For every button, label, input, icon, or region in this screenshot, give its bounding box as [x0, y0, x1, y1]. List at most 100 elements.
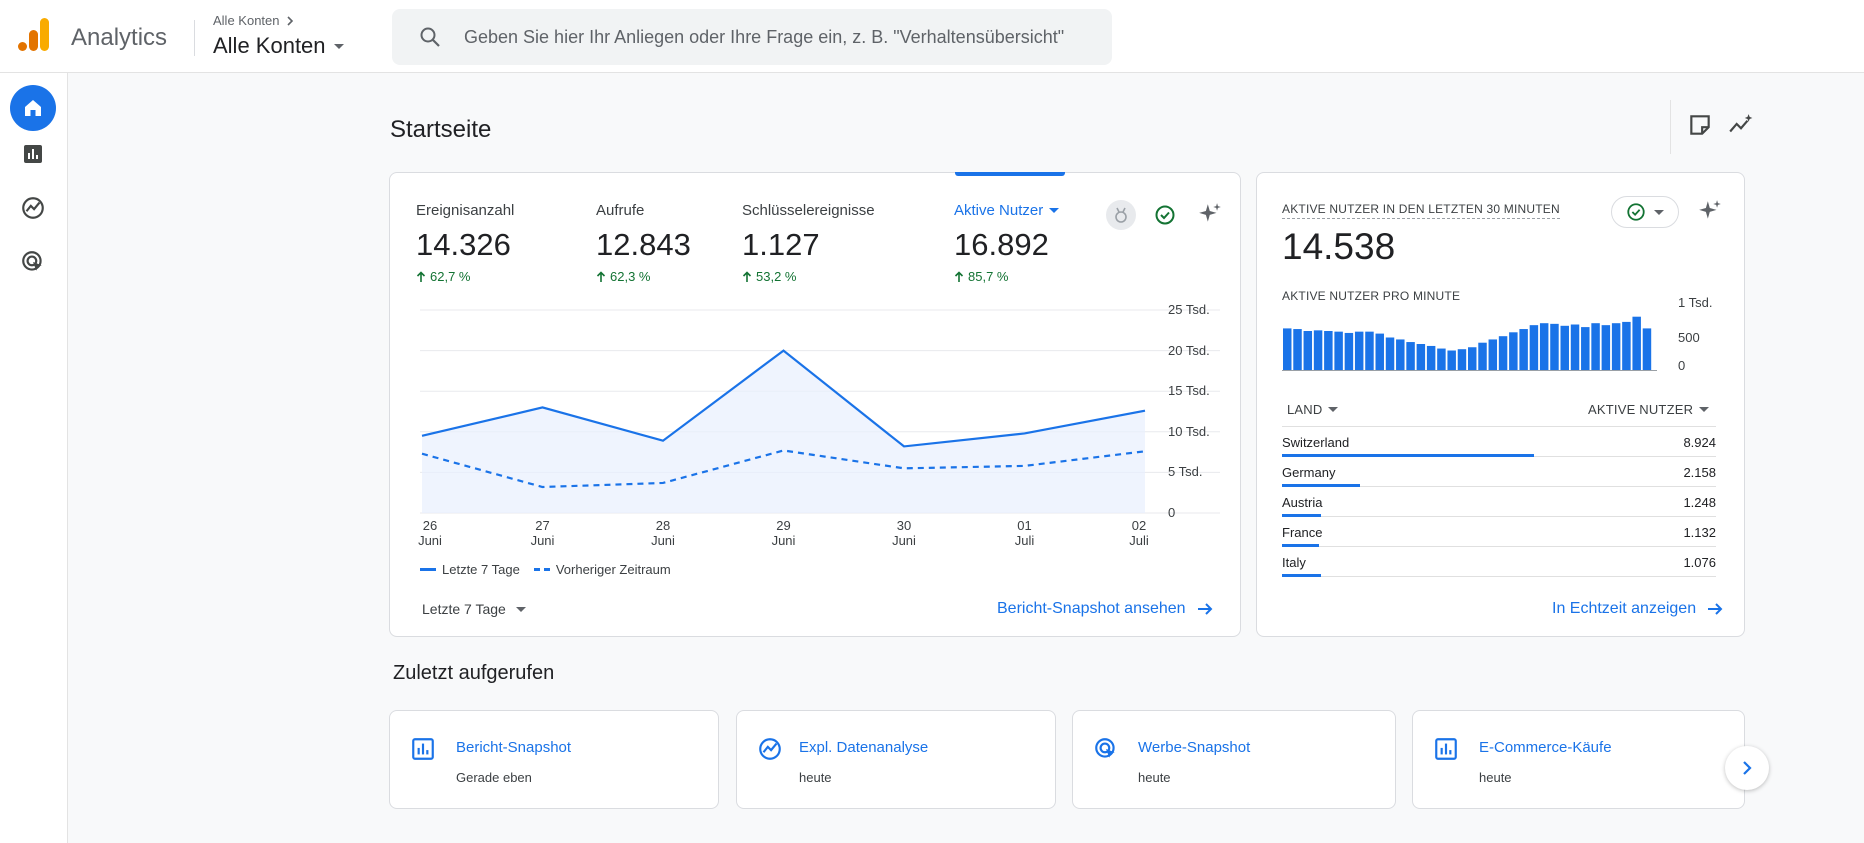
minute-bar — [1406, 342, 1415, 370]
minute-bar — [1375, 333, 1384, 370]
table-row[interactable]: Switzerland 8.924 — [1282, 427, 1716, 457]
recent-card-advertising[interactable]: Werbe-Snapshot heute — [1072, 710, 1396, 809]
metric-delta-value: 85,7 % — [968, 269, 1009, 284]
top-bar: Analytics Alle Konten Alle Konten Geben … — [0, 0, 1864, 73]
date-range-select[interactable]: Letzte 7 Tage — [422, 601, 526, 617]
realtime-quality-dropdown[interactable] — [1611, 196, 1679, 228]
recent-card-ecommerce[interactable]: E-Commerce-Käufe heute — [1412, 710, 1745, 809]
view-report-snapshot-link[interactable]: Bericht-Snapshot ansehen — [997, 600, 1214, 618]
country-value: 1.132 — [1683, 525, 1716, 540]
nav-reports[interactable] — [10, 131, 56, 177]
metric-label-dropdown[interactable]: Aktive Nutzer — [954, 202, 1060, 219]
table-row[interactable]: France 1.132 — [1282, 517, 1716, 547]
recent-card-exploration[interactable]: Expl. Datenanalyse heute — [736, 710, 1056, 809]
dropdown-arrow-icon — [1654, 209, 1664, 215]
search-bar[interactable]: Geben Sie hier Ihr Anliegen oder Ihre Fr… — [392, 9, 1112, 65]
metric-events[interactable]: Ereignisanzahl 14.326 62,7 % — [416, 202, 514, 284]
minute-bar — [1303, 331, 1313, 370]
view-realtime-link[interactable]: In Echtzeit anzeigen — [1552, 600, 1724, 618]
app-name: Analytics — [71, 24, 168, 51]
nav-home[interactable] — [10, 85, 56, 131]
recent-card-report-snapshot[interactable]: Bericht-Snapshot Gerade eben — [389, 710, 719, 809]
arrow-right-icon — [1708, 603, 1723, 615]
dropdown-arrow-icon — [515, 606, 526, 612]
share-bar — [1282, 574, 1322, 577]
minute-bar — [1457, 349, 1467, 370]
data-quality-button[interactable] — [1150, 200, 1180, 230]
realtime-subtitle: AKTIVE NUTZER PRO MINUTE — [1282, 289, 1461, 303]
table-row[interactable]: Germany 2.158 — [1282, 457, 1716, 487]
active-tab-indicator — [955, 172, 1065, 176]
chevron-right-icon — [1743, 761, 1752, 775]
arrow-right-icon — [1197, 603, 1212, 615]
nav-explore[interactable] — [10, 185, 56, 231]
account-name: Alle Konten — [213, 33, 326, 58]
metric-label: Ereignisanzahl — [416, 202, 515, 219]
table-divider — [1282, 426, 1716, 427]
minute-bar — [1632, 316, 1641, 370]
legend-label: Letzte 7 Tage — [442, 562, 520, 577]
column-header-active-users[interactable]: AKTIVE NUTZER — [1588, 402, 1710, 417]
column-label: LAND — [1287, 402, 1323, 417]
chart-legend: Letzte 7 Tage Vorheriger Zeitraum — [420, 562, 671, 577]
header-divider — [194, 20, 195, 56]
explore-icon — [759, 738, 781, 760]
metric-active-users[interactable]: Aktive Nutzer 16.892 85,7 % — [954, 202, 1060, 284]
dropdown-arrow-icon — [333, 43, 344, 49]
insights-icon[interactable] — [1728, 112, 1754, 138]
metric-label: Aktive Nutzer — [954, 202, 1044, 219]
minute-bar — [1560, 325, 1569, 370]
realtime-value: 14.538 — [1282, 226, 1396, 267]
realtime-ai-button[interactable] — [1695, 196, 1725, 226]
analytics-logo[interactable] — [18, 18, 50, 54]
arrow-up-icon — [596, 270, 606, 282]
column-header-country[interactable]: LAND — [1287, 402, 1339, 417]
realtime-title: AKTIVE NUTZER IN DEN LETZTEN 30 MINUTEN — [1282, 202, 1560, 219]
notes-icon[interactable] — [1687, 112, 1713, 138]
metric-value: 16.892 — [954, 227, 1049, 262]
rt-y-tick: 0 — [1678, 358, 1686, 373]
metric-delta-value: 62,3 % — [610, 269, 651, 284]
minute-bar — [1611, 323, 1621, 370]
minute-bar — [1622, 321, 1631, 370]
minute-bar — [1529, 325, 1539, 370]
table-row[interactable]: Italy 1.076 — [1282, 547, 1716, 577]
recent-card-title: Werbe-Snapshot — [1138, 739, 1251, 756]
metric-delta-value: 53,2 % — [756, 269, 797, 284]
dropdown-arrow-icon — [1049, 208, 1060, 213]
minute-bar — [1447, 350, 1456, 370]
carousel-next-button[interactable] — [1725, 746, 1769, 790]
breadcrumb-label: Alle Konten — [213, 13, 280, 28]
ai-insights-button[interactable] — [1195, 199, 1225, 229]
y-tick-label: 20 Tsd. — [1168, 342, 1210, 358]
breadcrumb[interactable]: Alle Konten — [213, 13, 296, 28]
country-value: 2.158 — [1683, 465, 1716, 480]
y-tick-label: 25 Tsd. — [1168, 302, 1210, 317]
minute-bar — [1550, 323, 1559, 370]
minute-bar — [1334, 331, 1343, 370]
x-tick-label: 02 Juli — [1129, 518, 1149, 548]
series-area — [422, 350, 1145, 513]
minute-bar — [1539, 323, 1549, 370]
benchmark-button[interactable] — [1106, 200, 1136, 230]
nav-advertising[interactable] — [10, 239, 56, 285]
table-row[interactable]: Austria 1.248 — [1282, 487, 1716, 517]
metric-delta: 85,7 % — [954, 269, 1059, 284]
y-tick-label: 0 — [1168, 505, 1176, 520]
minute-bar — [1344, 332, 1354, 370]
sparkle-icon — [1699, 200, 1721, 219]
arrow-up-icon — [416, 270, 426, 282]
account-selector[interactable]: Alle Konten — [213, 33, 344, 59]
metric-label: Aufrufe — [596, 202, 645, 219]
share-bar — [1282, 514, 1322, 517]
legend-label: Vorheriger Zeitraum — [555, 562, 671, 577]
page-title: Startseite — [390, 116, 492, 143]
metric-views[interactable]: Aufrufe 12.843 62,3 % — [596, 202, 691, 284]
x-tick-label: 28 Juni — [651, 518, 675, 548]
link-label: In Echtzeit anzeigen — [1552, 600, 1697, 617]
metric-key-events[interactable]: Schlüsselereignisse 1.127 53,2 % — [742, 202, 875, 284]
x-tick-label: 29 Juni — [771, 518, 796, 548]
date-range-label: Letzte 7 Tage — [422, 601, 506, 617]
minute-bar — [1468, 347, 1477, 370]
share-bar — [1282, 484, 1361, 487]
